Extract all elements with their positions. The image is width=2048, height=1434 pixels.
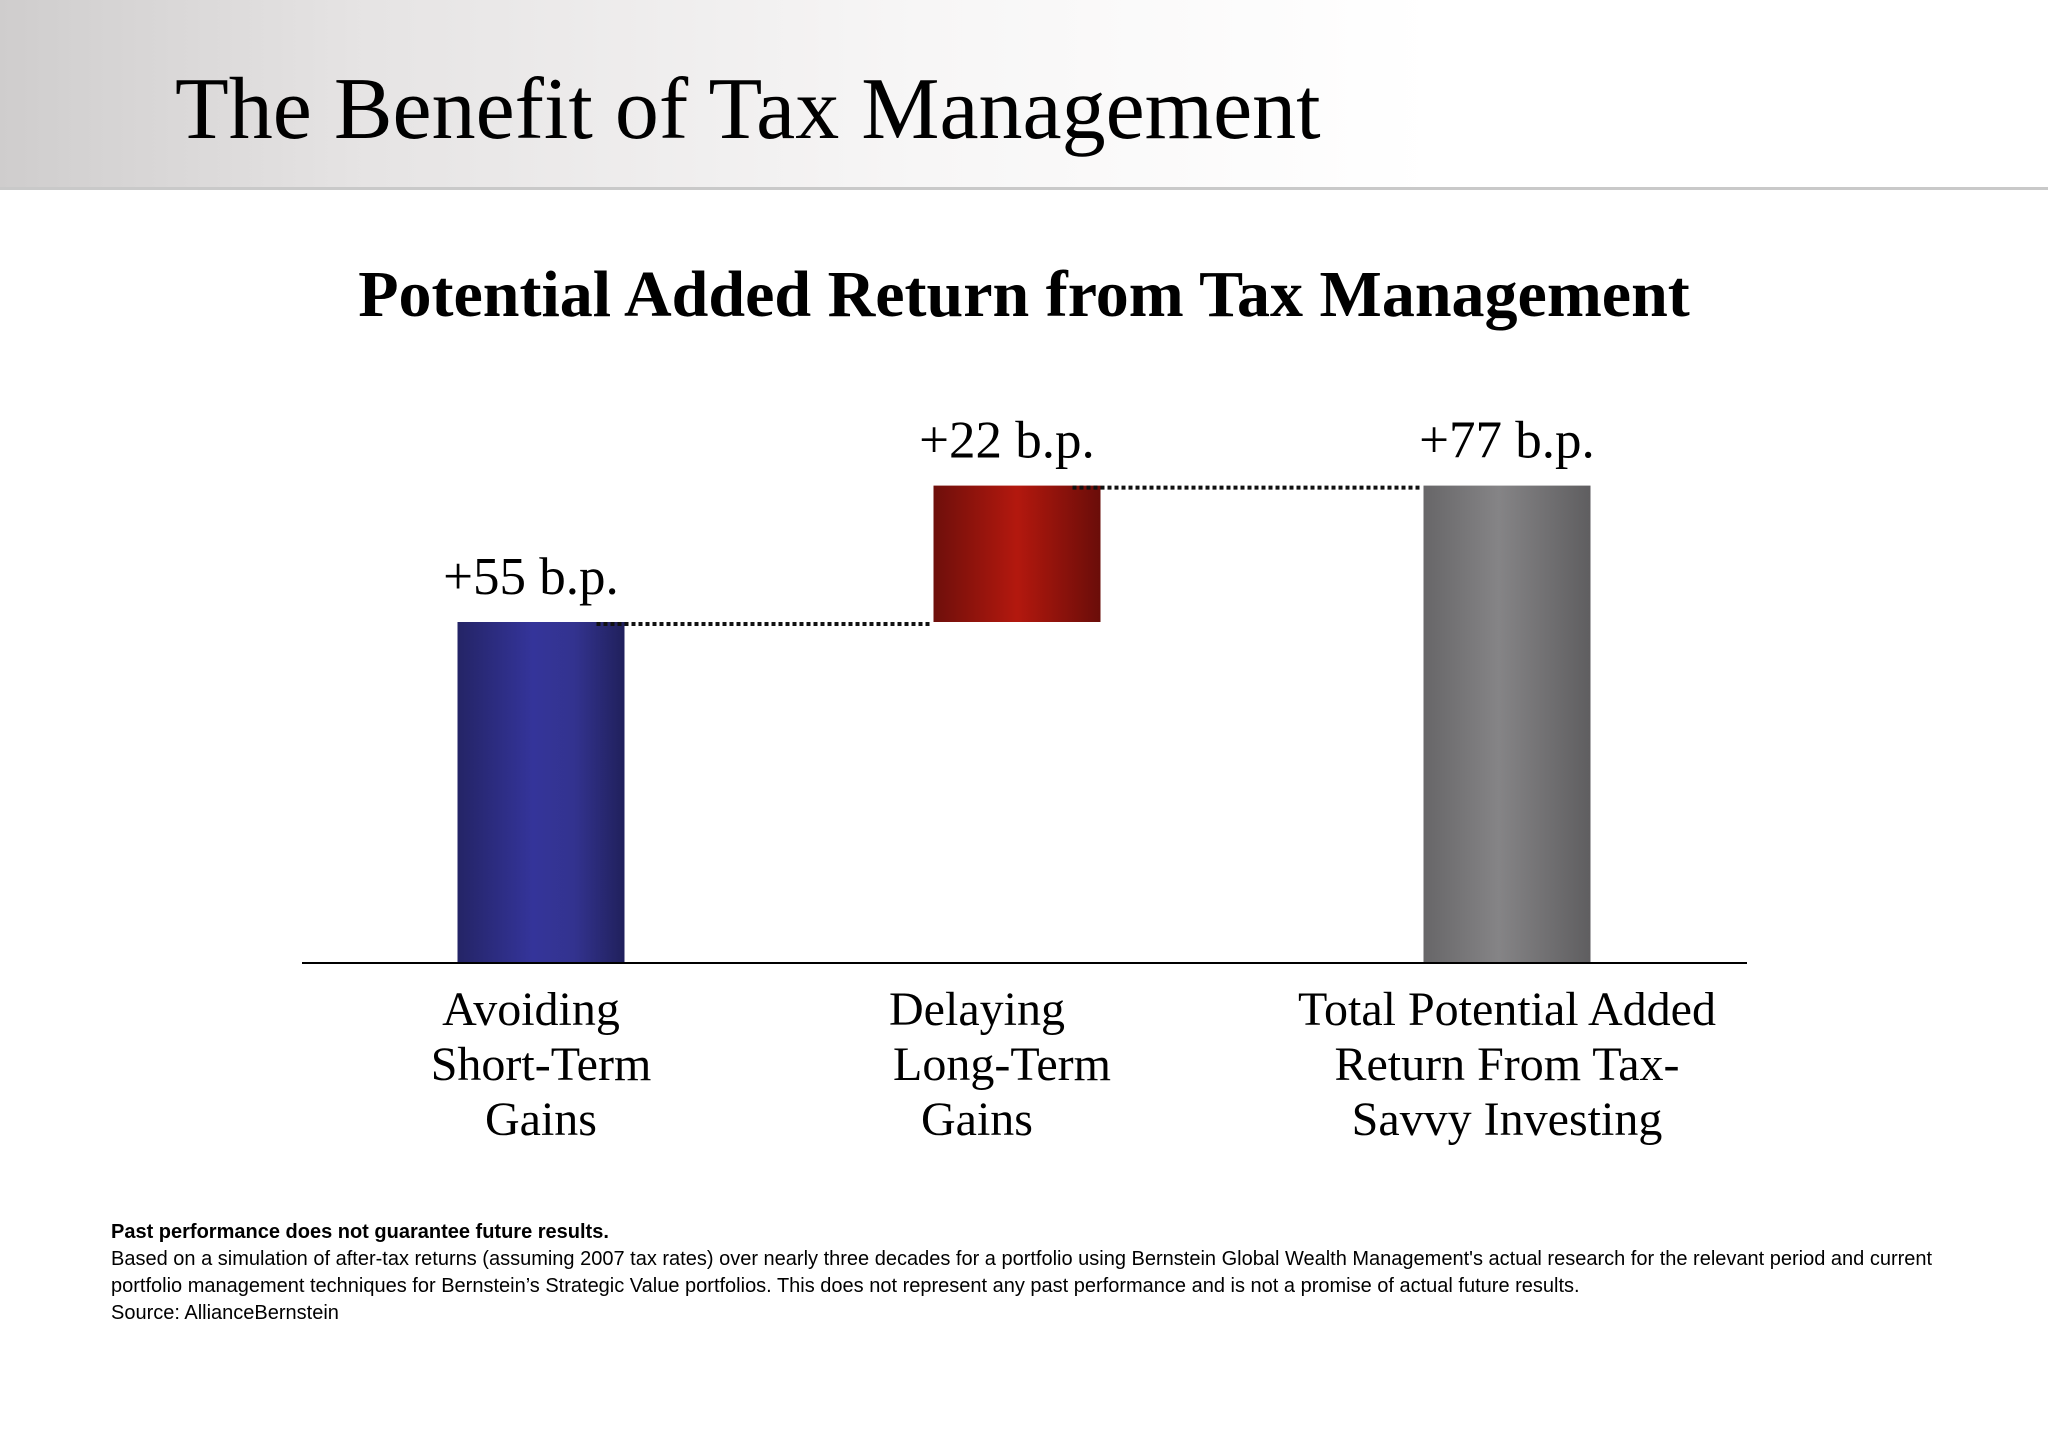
category-label-2-line-2: Long-Term [893,1038,1111,1091]
chart-title: Potential Added Return from Tax Manageme… [358,258,1690,331]
bars-layer [457,485,1591,963]
bar-3 [1423,485,1591,963]
category-label-3-line-1: Total Potential Added [1298,983,1716,1036]
category-label-1-line-3: Gains [485,1093,597,1146]
footnote-source: Source: AllianceBernstein [111,1302,339,1324]
category-label-1-line-2: Short-Term [431,1038,652,1091]
category-label-2-line-3: Gains [921,1093,1033,1146]
footnote-disclaimer: Past performance does not guarantee futu… [111,1221,609,1243]
category-label-1-line-1: Avoiding [442,983,620,1036]
slide-title: The Benefit of Tax Management [175,61,1321,158]
connectors-layer [596,485,1422,626]
category-label-3-line-2: Return From Tax- [1334,1038,1679,1091]
title-band [0,0,2048,190]
data-label-3: +77 b.p. [1419,412,1595,470]
footnote: Past performance does not guarantee futu… [111,1219,1951,1327]
category-label-2-line-1: Delaying [889,983,1065,1036]
category-label-3-line-3: Savvy Investing [1352,1093,1663,1146]
data-label-1: +55 b.p. [443,548,619,606]
bar-2 [933,485,1101,622]
data-label-2: +22 b.p. [919,412,1095,470]
bar-1 [457,622,625,963]
footnote-text: Based on a simulation of after-tax retur… [111,1248,1933,1297]
